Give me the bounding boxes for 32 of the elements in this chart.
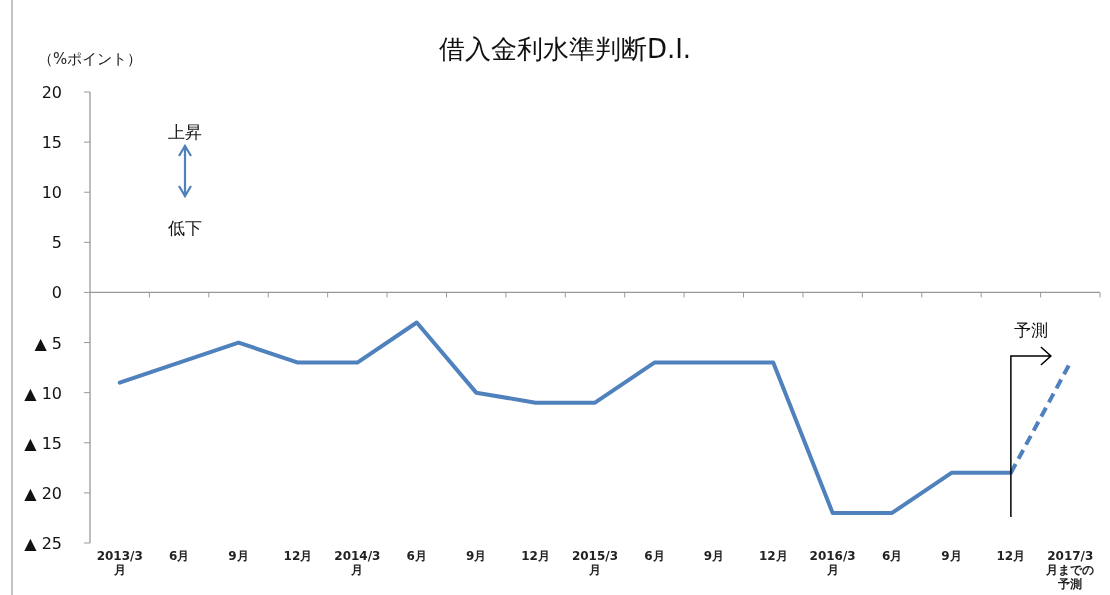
y-tick-label: 10 — [41, 183, 62, 203]
x-tick-label: 6月 — [168, 549, 190, 563]
x-tick-label: 6月 — [644, 549, 665, 563]
annotation: 予測 — [1013, 320, 1048, 340]
x-tick-label: 9月 — [228, 549, 249, 563]
x-tick-label: 12月 — [996, 549, 1026, 563]
x-tick-label: 2015/3月 — [571, 549, 619, 577]
x-tick-label: 6月 — [406, 549, 427, 563]
x-tick-label: 9月 — [703, 549, 724, 563]
y-tick-label: ▲ 5 — [34, 333, 62, 353]
annotation: 上昇 — [168, 122, 202, 142]
y-tick-label: ▲ 20 — [24, 483, 62, 503]
x-tick-label: 9月 — [941, 549, 962, 563]
y-tick-label: 5 — [51, 233, 62, 253]
x-tick-label: 6月 — [881, 549, 903, 563]
x-tick-label: 2017/3月までの予測 — [1045, 549, 1095, 591]
y-tick-label: ▲ 10 — [24, 383, 62, 403]
y-tick-label: ▲ 25 — [24, 534, 62, 553]
x-tick-label: 9月 — [466, 549, 487, 563]
y-axis-title: （%ポイント） — [38, 50, 143, 68]
chart-title: 借入金利水準判断D.I. — [438, 34, 692, 64]
x-tick-label: 2016/3月 — [809, 549, 856, 577]
x-tick-label: 12月 — [758, 549, 788, 563]
y-tick-label: ▲ 15 — [24, 433, 62, 453]
y-tick-label: 15 — [41, 133, 62, 153]
y-tick-label: 20 — [41, 83, 62, 102]
x-tick-label: 12月 — [283, 549, 313, 563]
y-tick-label: 0 — [51, 283, 62, 303]
x-tick-label: 2013/3月 — [96, 549, 143, 577]
x-tick-label: 2014/3月 — [334, 549, 381, 577]
x-tick-label: 12月 — [521, 549, 550, 563]
annotation: 低下 — [168, 218, 202, 238]
